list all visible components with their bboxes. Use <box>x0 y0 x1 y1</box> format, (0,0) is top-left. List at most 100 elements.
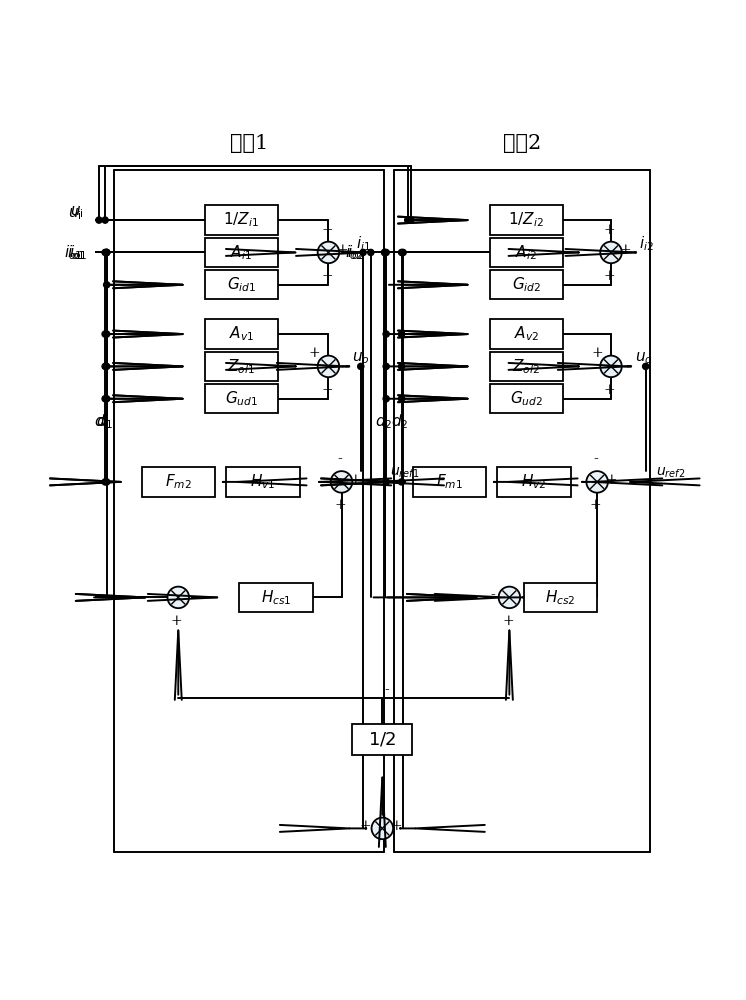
Text: $H_{v2}$: $H_{v2}$ <box>521 473 547 491</box>
Bar <box>498 467 571 497</box>
Text: 模兗2: 模兗2 <box>503 134 541 153</box>
Text: $A_{v2}$: $A_{v2}$ <box>514 325 539 343</box>
Circle shape <box>102 331 108 337</box>
Circle shape <box>383 479 389 485</box>
Bar <box>489 238 563 267</box>
Circle shape <box>357 363 364 369</box>
Circle shape <box>398 331 404 337</box>
Text: $i_{o2}$: $i_{o2}$ <box>345 243 363 262</box>
Bar <box>524 583 597 612</box>
Circle shape <box>398 363 404 369</box>
Text: $H_{cs2}$: $H_{cs2}$ <box>545 588 575 607</box>
Circle shape <box>88 249 94 256</box>
Circle shape <box>601 356 622 377</box>
Text: $d_1$: $d_1$ <box>96 412 113 431</box>
Text: $H_{v1}$: $H_{v1}$ <box>250 473 276 491</box>
Text: $1/Z_{i1}$: $1/Z_{i1}$ <box>224 211 260 229</box>
Text: -: - <box>385 683 389 697</box>
Circle shape <box>104 396 110 402</box>
Text: -: - <box>593 452 598 466</box>
Text: -: - <box>312 361 317 375</box>
Circle shape <box>372 818 393 839</box>
Text: $A_{v1}$: $A_{v1}$ <box>229 325 254 343</box>
Text: +: + <box>321 223 333 237</box>
Circle shape <box>408 217 414 223</box>
Text: $i_{o1}$: $i_{o1}$ <box>69 243 87 262</box>
Bar <box>489 270 563 299</box>
Text: +: + <box>334 498 346 512</box>
Text: $u_{\rm i}$: $u_{\rm i}$ <box>69 206 82 222</box>
Text: +: + <box>350 473 361 487</box>
Text: +: + <box>605 473 617 487</box>
Text: $A_{i2}$: $A_{i2}$ <box>515 243 537 262</box>
Circle shape <box>102 217 108 223</box>
Text: +: + <box>360 819 372 833</box>
Circle shape <box>398 249 404 256</box>
Circle shape <box>104 363 110 369</box>
Text: $Z_{ol2}$: $Z_{ol2}$ <box>513 357 540 376</box>
Text: +: + <box>590 498 601 512</box>
Text: +: + <box>604 383 615 397</box>
Circle shape <box>383 249 389 256</box>
Circle shape <box>368 249 374 256</box>
Bar <box>205 319 278 349</box>
Text: $A_{i1}$: $A_{i1}$ <box>231 243 252 262</box>
Bar <box>205 205 278 235</box>
Text: $1/2$: $1/2$ <box>368 731 397 749</box>
Text: $i_{o2}$: $i_{o2}$ <box>347 243 366 262</box>
Text: +: + <box>321 269 333 283</box>
Circle shape <box>102 249 108 256</box>
Text: $F_{m2}$: $F_{m2}$ <box>165 473 192 491</box>
Bar <box>205 352 278 381</box>
Text: +: + <box>321 383 333 397</box>
Circle shape <box>586 471 608 493</box>
Circle shape <box>104 249 110 256</box>
Text: $u_{ref1}$: $u_{ref1}$ <box>390 465 419 480</box>
Text: -: - <box>490 588 495 602</box>
Circle shape <box>400 249 406 256</box>
Text: $u_o$: $u_o$ <box>352 350 369 366</box>
Bar <box>489 384 563 413</box>
Text: $i_{o1}$: $i_{o1}$ <box>63 243 82 262</box>
Bar <box>352 724 413 755</box>
Text: 模兗1: 模兗1 <box>230 134 269 153</box>
Text: +: + <box>604 223 615 237</box>
Text: +: + <box>336 243 348 257</box>
Text: -: - <box>159 588 163 602</box>
Text: $F_{m1}$: $F_{m1}$ <box>436 473 463 491</box>
Text: $d_1$: $d_1$ <box>94 412 112 431</box>
Text: $d_2$: $d_2$ <box>391 412 408 431</box>
Bar <box>142 467 215 497</box>
Circle shape <box>383 396 389 402</box>
Circle shape <box>318 356 339 377</box>
Text: $i_{i2}$: $i_{i2}$ <box>639 235 654 253</box>
Text: -: - <box>595 361 600 375</box>
Circle shape <box>398 479 404 485</box>
Text: $G_{id2}$: $G_{id2}$ <box>512 275 541 294</box>
Circle shape <box>642 363 649 369</box>
Circle shape <box>383 331 389 337</box>
Bar <box>226 467 300 497</box>
Text: $G_{id1}$: $G_{id1}$ <box>227 275 256 294</box>
Circle shape <box>360 249 366 256</box>
Text: $u_o$: $u_o$ <box>635 350 652 366</box>
Text: $i_{o1}$: $i_{o1}$ <box>66 243 85 262</box>
Text: +: + <box>604 269 615 283</box>
Text: $u_{ref2}$: $u_{ref2}$ <box>656 465 685 480</box>
Bar <box>239 583 313 612</box>
Circle shape <box>102 363 108 369</box>
Text: +: + <box>592 346 603 360</box>
Bar <box>489 205 563 235</box>
Text: $1/Z_{i2}$: $1/Z_{i2}$ <box>508 211 545 229</box>
Circle shape <box>102 396 108 402</box>
Circle shape <box>104 249 110 256</box>
Bar <box>489 319 563 349</box>
Circle shape <box>404 217 411 223</box>
Bar <box>205 270 278 299</box>
Circle shape <box>381 249 388 256</box>
Text: $d_2$: $d_2$ <box>375 412 392 431</box>
Text: +: + <box>390 819 402 833</box>
Circle shape <box>318 242 339 263</box>
Text: +: + <box>309 346 320 360</box>
Bar <box>205 238 278 267</box>
